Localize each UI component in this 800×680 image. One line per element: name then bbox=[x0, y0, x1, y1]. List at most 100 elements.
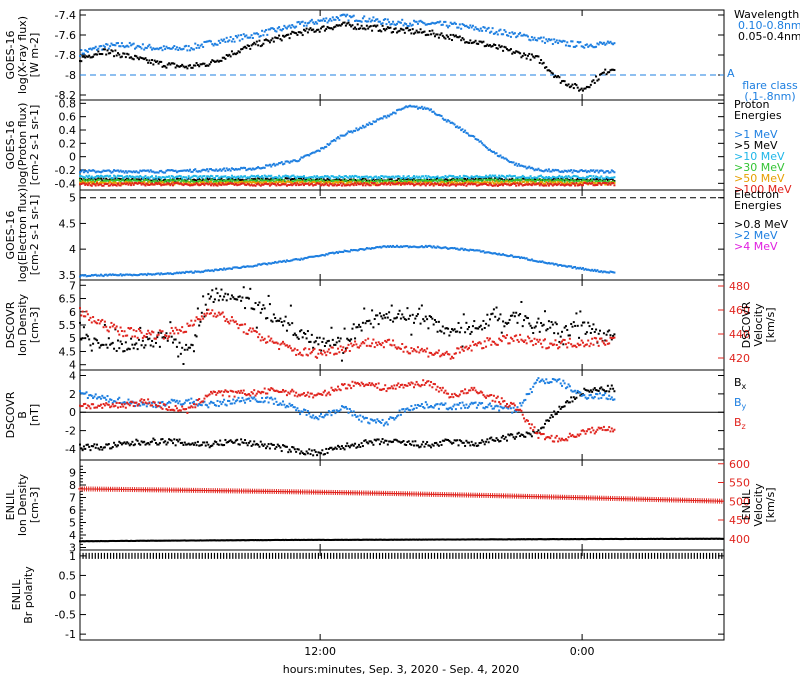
data-point bbox=[137, 442, 140, 445]
data-point bbox=[593, 184, 596, 187]
data-point bbox=[498, 337, 501, 340]
data-point bbox=[567, 44, 570, 47]
data-point bbox=[580, 339, 583, 342]
data-point bbox=[92, 316, 95, 319]
data-point bbox=[524, 315, 527, 318]
data-point bbox=[411, 313, 414, 316]
data-point bbox=[542, 170, 545, 173]
data-point bbox=[287, 180, 290, 183]
data-point bbox=[275, 178, 278, 181]
data-point bbox=[309, 340, 312, 343]
data-point bbox=[575, 170, 578, 173]
data-point bbox=[464, 129, 467, 132]
data-point bbox=[570, 184, 573, 187]
data-point bbox=[115, 182, 118, 185]
data-point bbox=[103, 179, 106, 182]
data-point bbox=[338, 183, 341, 186]
data-point bbox=[410, 333, 413, 336]
data-point bbox=[313, 449, 316, 452]
data-point bbox=[487, 324, 490, 327]
data-point bbox=[98, 346, 101, 349]
data-point bbox=[546, 347, 549, 350]
legend-title: Energies bbox=[734, 199, 782, 212]
data-point bbox=[120, 42, 123, 45]
data-point bbox=[250, 44, 253, 47]
data-point bbox=[585, 85, 588, 88]
data-point bbox=[183, 348, 186, 351]
data-point bbox=[579, 177, 582, 180]
data-point bbox=[502, 335, 505, 338]
data-point bbox=[185, 330, 188, 333]
data-point bbox=[395, 109, 398, 112]
data-point bbox=[363, 439, 366, 442]
y-tick-label: 0.4 bbox=[59, 124, 77, 137]
legend-entry: >2 MeV bbox=[734, 229, 778, 242]
data-point bbox=[297, 337, 300, 340]
data-point bbox=[250, 307, 253, 310]
data-point bbox=[238, 179, 241, 182]
data-point bbox=[296, 33, 299, 36]
data-point bbox=[344, 179, 347, 182]
data-point bbox=[456, 179, 459, 182]
data-point bbox=[605, 73, 608, 76]
data-point bbox=[301, 336, 304, 339]
data-point bbox=[337, 444, 340, 447]
data-point bbox=[571, 266, 574, 269]
data-point bbox=[93, 183, 96, 186]
data-point bbox=[613, 271, 616, 274]
data-point bbox=[559, 170, 562, 173]
data-point bbox=[545, 179, 548, 182]
data-point bbox=[170, 182, 173, 185]
data-point bbox=[312, 176, 315, 179]
data-point bbox=[318, 30, 321, 33]
y-axis-label: DSCOVRB[nT] bbox=[4, 391, 41, 438]
data-point bbox=[224, 57, 227, 60]
data-point bbox=[430, 33, 433, 36]
data-point bbox=[152, 47, 155, 50]
data-point bbox=[244, 35, 247, 38]
data-point bbox=[504, 157, 507, 160]
data-point bbox=[215, 43, 218, 46]
data-point bbox=[126, 348, 129, 351]
data-point bbox=[292, 180, 295, 183]
data-point bbox=[402, 107, 405, 110]
data-point bbox=[414, 183, 417, 186]
data-point bbox=[156, 60, 159, 63]
data-point bbox=[86, 335, 89, 338]
data-point bbox=[190, 176, 193, 179]
data-point bbox=[537, 178, 540, 181]
data-point bbox=[190, 179, 193, 182]
data-point bbox=[581, 321, 584, 324]
data-point bbox=[541, 324, 544, 327]
data-point bbox=[338, 250, 341, 253]
data-point bbox=[80, 180, 83, 183]
data-point bbox=[216, 269, 219, 272]
data-point bbox=[318, 348, 321, 351]
data-point bbox=[140, 176, 143, 179]
data-point bbox=[268, 303, 271, 306]
data-point bbox=[419, 349, 422, 352]
data-point bbox=[143, 179, 146, 182]
data-point bbox=[584, 169, 587, 172]
data-point bbox=[526, 179, 529, 182]
data-point bbox=[237, 180, 240, 183]
data-point bbox=[468, 326, 471, 329]
data-point bbox=[217, 177, 220, 180]
data-point bbox=[587, 86, 590, 89]
data-point bbox=[258, 167, 261, 170]
data-point bbox=[282, 180, 285, 183]
data-point bbox=[292, 183, 295, 186]
data-point bbox=[540, 342, 543, 345]
data-point bbox=[372, 247, 375, 250]
data-point bbox=[506, 254, 509, 257]
data-point bbox=[249, 287, 252, 290]
data-point bbox=[309, 179, 312, 182]
data-point bbox=[491, 27, 494, 30]
data-point bbox=[179, 65, 182, 68]
data-point bbox=[92, 182, 95, 185]
data-point bbox=[309, 255, 312, 258]
data-point bbox=[613, 176, 616, 179]
data-point bbox=[306, 256, 309, 259]
data-point bbox=[107, 273, 110, 276]
data-point bbox=[567, 175, 570, 178]
